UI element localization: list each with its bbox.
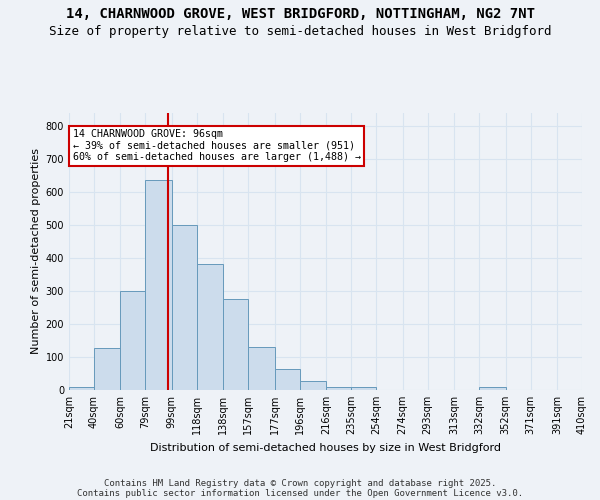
Text: Contains public sector information licensed under the Open Government Licence v3: Contains public sector information licen…	[77, 488, 523, 498]
Bar	[223, 299, 248, 390]
Bar	[275, 368, 300, 390]
Bar	[121, 291, 145, 390]
Bar	[351, 386, 376, 390]
Bar	[145, 180, 172, 390]
Bar	[300, 381, 326, 390]
Text: 14, CHARNWOOD GROVE, WEST BRIDGFORD, NOTTINGHAM, NG2 7NT: 14, CHARNWOOD GROVE, WEST BRIDGFORD, NOT…	[65, 8, 535, 22]
Bar	[69, 386, 94, 390]
Text: 14 CHARNWOOD GROVE: 96sqm
← 39% of semi-detached houses are smaller (951)
60% of: 14 CHARNWOOD GROVE: 96sqm ← 39% of semi-…	[73, 129, 361, 162]
Bar	[94, 348, 121, 390]
Bar	[172, 225, 197, 390]
Bar	[479, 386, 506, 390]
Bar	[248, 347, 275, 390]
Bar	[197, 264, 223, 390]
Text: Contains HM Land Registry data © Crown copyright and database right 2025.: Contains HM Land Registry data © Crown c…	[104, 478, 496, 488]
Text: Size of property relative to semi-detached houses in West Bridgford: Size of property relative to semi-detach…	[49, 25, 551, 38]
Bar	[326, 386, 351, 390]
Y-axis label: Number of semi-detached properties: Number of semi-detached properties	[31, 148, 41, 354]
X-axis label: Distribution of semi-detached houses by size in West Bridgford: Distribution of semi-detached houses by …	[150, 442, 501, 452]
